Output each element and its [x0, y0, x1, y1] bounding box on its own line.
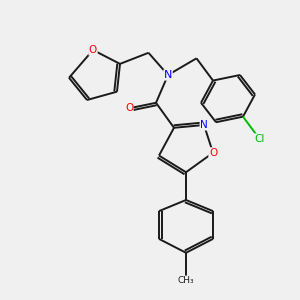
Text: O: O [209, 148, 217, 158]
Text: Cl: Cl [254, 134, 265, 144]
Text: N: N [164, 70, 172, 80]
Text: CH₃: CH₃ [178, 276, 194, 285]
Text: O: O [89, 45, 97, 55]
Text: N: N [200, 120, 208, 130]
Text: O: O [125, 103, 133, 113]
